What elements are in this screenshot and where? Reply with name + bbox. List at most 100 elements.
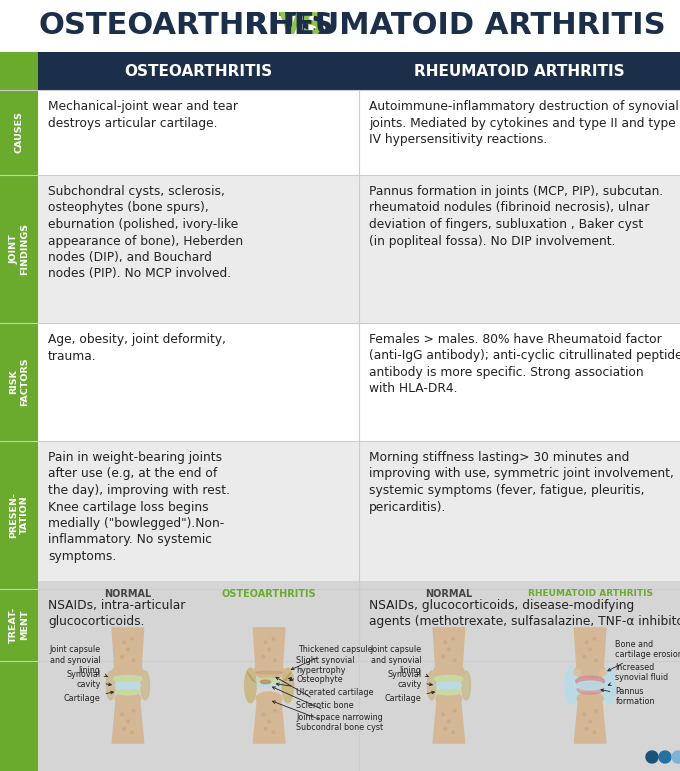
Circle shape (273, 709, 276, 712)
Circle shape (272, 731, 275, 734)
Polygon shape (575, 699, 606, 743)
Ellipse shape (600, 670, 607, 675)
Ellipse shape (256, 692, 282, 705)
Text: OSTEOARTHRITIS: OSTEOARTHRITIS (39, 12, 334, 41)
Text: Thickened capsule: Thickened capsule (291, 645, 373, 670)
Polygon shape (283, 672, 291, 682)
Text: Females > males. 80% have Rheumatoid factor
(anti-IgG antibody); anti-cyclic cit: Females > males. 80% have Rheumatoid fac… (369, 333, 680, 396)
Circle shape (453, 659, 456, 662)
Circle shape (123, 727, 126, 730)
Ellipse shape (115, 692, 141, 705)
Circle shape (672, 751, 680, 763)
Circle shape (452, 731, 455, 734)
Circle shape (126, 720, 129, 723)
Circle shape (453, 709, 456, 712)
Text: Pannus formation in joints (MCP, PIP), subcutan.
rheumatoid nodules (fibrinoid n: Pannus formation in joints (MCP, PIP), s… (369, 185, 663, 247)
Ellipse shape (434, 663, 464, 679)
Bar (0, 0, 680, 52)
Ellipse shape (436, 692, 462, 705)
Ellipse shape (141, 671, 150, 700)
Ellipse shape (245, 668, 256, 703)
Text: Bone and
cartilage erosion: Bone and cartilage erosion (608, 640, 680, 671)
Bar (0, 175, 680, 323)
Text: OSTEOARTHRITIS: OSTEOARTHRITIS (124, 63, 273, 79)
Bar (0, 52, 38, 90)
Bar (0, 175, 38, 323)
Circle shape (593, 638, 596, 640)
Circle shape (444, 641, 447, 644)
Circle shape (120, 713, 124, 715)
Ellipse shape (577, 682, 604, 690)
Circle shape (594, 709, 597, 712)
Bar (0, 323, 38, 441)
Ellipse shape (462, 671, 471, 700)
Ellipse shape (577, 692, 603, 705)
Text: VS: VS (279, 12, 324, 41)
Bar (0, 441, 38, 589)
Text: Synovial
cavity: Synovial cavity (67, 670, 112, 689)
Polygon shape (433, 699, 464, 743)
Circle shape (593, 731, 596, 734)
Circle shape (444, 727, 447, 730)
Ellipse shape (576, 676, 605, 686)
Circle shape (589, 648, 592, 651)
Text: Osteophyte: Osteophyte (289, 675, 343, 684)
Circle shape (262, 713, 265, 715)
Text: Subcondral bone cyst: Subcondral bone cyst (273, 701, 384, 732)
Ellipse shape (256, 671, 283, 674)
Ellipse shape (106, 671, 115, 700)
Bar (0, 441, 680, 589)
Bar (0, 581, 38, 771)
Text: Sclerotic bone: Sclerotic bone (276, 677, 354, 710)
Circle shape (272, 638, 275, 640)
Text: NORMAL: NORMAL (425, 589, 473, 599)
Text: NSAIDs, intra-articular
glucocorticoids.: NSAIDs, intra-articular glucocorticoids. (48, 599, 186, 628)
Circle shape (131, 638, 134, 640)
Circle shape (264, 727, 267, 730)
Bar (0, 90, 680, 175)
Ellipse shape (114, 675, 142, 682)
Bar (0, 589, 680, 661)
Circle shape (442, 655, 445, 658)
Ellipse shape (437, 689, 461, 695)
Polygon shape (253, 699, 285, 743)
Text: Morning stiffness lasting> 30 minutes and
improving with use, symmetric joint in: Morning stiffness lasting> 30 minutes an… (369, 451, 674, 513)
Polygon shape (112, 699, 143, 743)
Text: Cartilage: Cartilage (385, 692, 435, 703)
Circle shape (132, 659, 135, 662)
Text: OSTEOARTHRITIS: OSTEOARTHRITIS (222, 589, 316, 599)
Circle shape (132, 709, 135, 712)
Polygon shape (575, 628, 606, 671)
Ellipse shape (260, 680, 271, 684)
Text: CAUSES: CAUSES (14, 112, 24, 153)
Ellipse shape (435, 675, 463, 682)
Text: Joint capsule
and synovial
lining: Joint capsule and synovial lining (371, 645, 428, 677)
Text: Subchondral cysts, sclerosis,
osteophytes (bone spurs),
eburnation (polished, iv: Subchondral cysts, sclerosis, osteophyte… (48, 185, 243, 281)
Text: Age, obesity, joint deformity,
trauma.: Age, obesity, joint deformity, trauma. (48, 333, 226, 362)
Text: Joint capsule
and synovial
lining: Joint capsule and synovial lining (50, 645, 107, 677)
Ellipse shape (436, 682, 462, 689)
Circle shape (268, 648, 271, 651)
Circle shape (264, 641, 267, 644)
Circle shape (447, 648, 450, 651)
Text: Pannus
formation: Pannus formation (601, 687, 655, 706)
Bar (0, 90, 38, 175)
Circle shape (585, 641, 588, 644)
Circle shape (442, 713, 445, 715)
Bar (0, 323, 680, 441)
Text: TREAT-
MENT: TREAT- MENT (10, 607, 29, 643)
Polygon shape (112, 628, 143, 671)
Ellipse shape (254, 663, 284, 679)
Ellipse shape (575, 663, 605, 679)
Circle shape (131, 731, 134, 734)
Text: RHEUMATOID ARTHRITIS: RHEUMATOID ARTHRITIS (245, 12, 666, 41)
Bar (0, 52, 680, 90)
Ellipse shape (282, 668, 294, 703)
Ellipse shape (602, 667, 615, 704)
Text: Ulcerated cartilage: Ulcerated cartilage (276, 683, 374, 697)
Text: Autoimmune-inflammatory destruction of synovial
joints. Mediated by cytokines an: Autoimmune-inflammatory destruction of s… (369, 100, 679, 146)
Circle shape (120, 655, 124, 658)
Ellipse shape (565, 667, 578, 704)
Circle shape (452, 638, 455, 640)
Circle shape (262, 655, 265, 658)
